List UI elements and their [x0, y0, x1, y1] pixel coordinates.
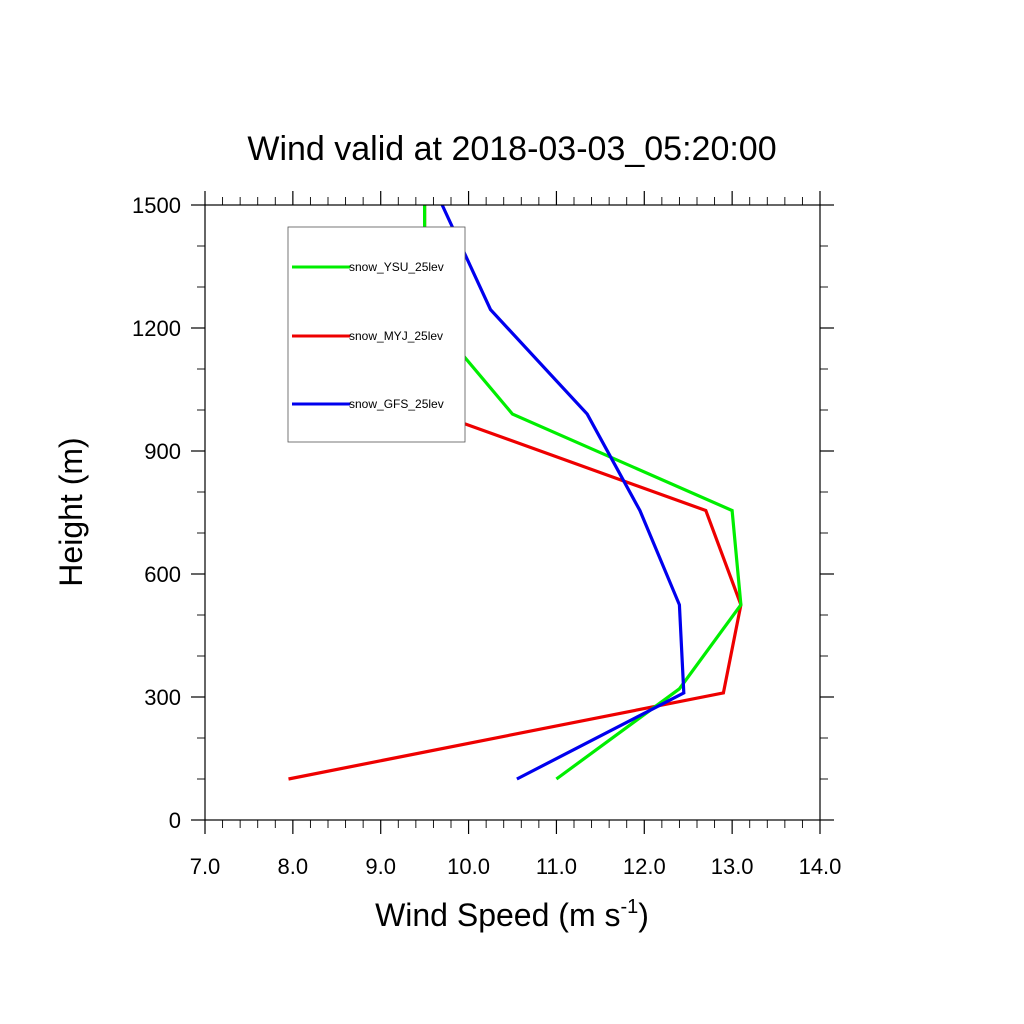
x-axis-label-suffix: )	[638, 897, 649, 933]
series-line-snow_GFS_25lev	[440, 204, 686, 781]
x-axis-label: Wind Speed (m s-1)	[375, 896, 649, 933]
x-tick-label: 14.0	[799, 854, 842, 879]
y-tick-label: 0	[169, 808, 181, 833]
x-tick-label: 8.0	[278, 854, 309, 879]
x-axis-label-main: Wind Speed (m s	[375, 897, 620, 933]
x-tick-label: 7.0	[190, 854, 221, 879]
x-tick-labels: 7.0 8.0 9.0 10.0 11.0 12.0 13.0 14.0	[190, 854, 842, 879]
y-tick-label: 600	[144, 562, 181, 587]
minor-ticks	[197, 197, 828, 828]
y-tick-label: 1200	[132, 316, 181, 341]
legend-label: snow_MYJ_25lev	[349, 329, 443, 343]
y-axis-label: Height (m)	[53, 437, 89, 586]
chart-title: Wind valid at 2018-03-03_05:20:00	[247, 130, 776, 168]
major-ticks	[191, 191, 834, 834]
y-tick-label: 1500	[132, 193, 181, 218]
legend-label: snow_YSU_25lev	[349, 260, 444, 274]
plot-frame	[204, 204, 821, 821]
x-tick-label: 12.0	[623, 854, 666, 879]
x-tick-label: 13.0	[711, 854, 754, 879]
legend: snow_YSU_25lev snow_MYJ_25lev snow_GFS_25l…	[287, 226, 466, 443]
y-tick-label: 900	[144, 439, 181, 464]
x-axis-label-superscript: -1	[620, 896, 638, 918]
legend-label: snow_GFS_25lev	[349, 397, 444, 411]
y-tick-label: 300	[144, 685, 181, 710]
x-tick-label: 9.0	[365, 854, 396, 879]
y-tick-labels: 0 300 600 900 1200 1500	[132, 193, 181, 833]
x-tick-label: 10.0	[447, 854, 490, 879]
x-tick-label: 11.0	[536, 854, 577, 879]
